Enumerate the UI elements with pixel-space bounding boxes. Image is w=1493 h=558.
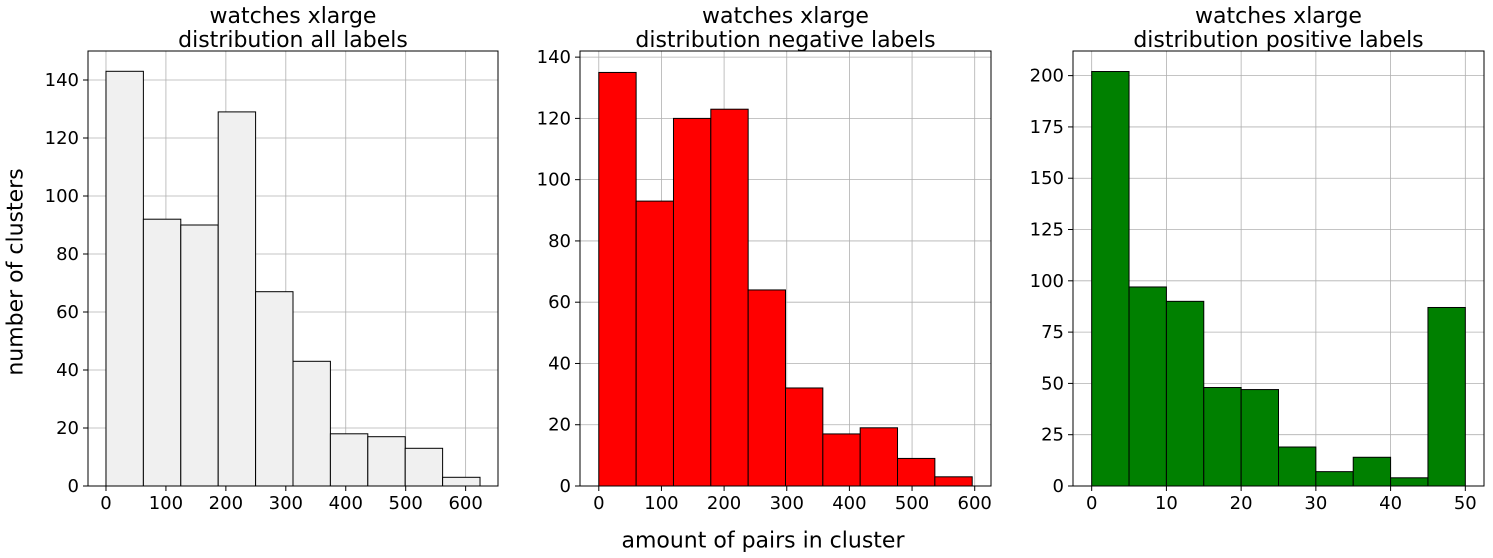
panel1-y-tick-label: 120 [45, 128, 79, 149]
panel2-bar [598, 71, 637, 487]
panel3-bar [1352, 456, 1392, 487]
panel3-y-tick-label: 75 [1041, 322, 1064, 343]
shared-y-axis-label: number of clusters [3, 168, 29, 376]
panel3-bar [1165, 300, 1205, 487]
panel3-y-tick-label: 200 [1030, 66, 1064, 87]
panel2-title-line: watches xlarge [702, 4, 869, 29]
panel3-bar [1203, 387, 1242, 487]
panel2-bar [710, 108, 749, 487]
panel2-bar [635, 200, 674, 487]
panel2-title-line: distribution negative labels [635, 28, 935, 53]
panel1-y-tick-label: 40 [56, 360, 79, 381]
panel1-bar [217, 111, 257, 487]
panel1-y-tick-label: 0 [68, 476, 79, 497]
panel1-y-tick-label: 60 [56, 302, 79, 323]
panel2-x-tick-label: 400 [832, 493, 866, 514]
panel3-y-tick-label: 150 [1030, 168, 1064, 189]
panel1-x-tick-label: 200 [209, 493, 243, 514]
panel1-bar [255, 291, 294, 487]
panel1-x-tick-label: 500 [389, 493, 423, 514]
panel1-bar [180, 224, 219, 487]
panel1-bar [329, 433, 369, 487]
shared-x-axis-label: amount of pairs in cluster [621, 528, 905, 554]
panel3-y-tick-label: 25 [1041, 425, 1064, 446]
panel3-title-line: distribution positive labels [1133, 28, 1423, 53]
panel1-x-tick-label: 600 [448, 493, 482, 514]
panel3-x-tick-label: 30 [1304, 493, 1327, 514]
panel3-y-tick-label: 0 [1053, 476, 1064, 497]
panel3-axes-frame [1072, 50, 1485, 487]
panel2-bar [747, 289, 786, 487]
panel1-title-line: distribution all labels [178, 28, 408, 53]
panel1-bar [105, 70, 144, 487]
panel3-bar [1390, 477, 1429, 487]
panel3-y-tick-label: 50 [1041, 373, 1064, 394]
panel3-bar [1240, 389, 1279, 487]
panel1-x-tick-label: 100 [149, 493, 183, 514]
panel2-bar [672, 117, 712, 487]
panel1-x-tick-label: 0 [100, 493, 111, 514]
panel1-bar [367, 436, 406, 487]
panel3-bar [1091, 71, 1130, 487]
panel2-y-tick-label: 0 [560, 476, 571, 497]
panel1-bar [442, 476, 481, 487]
panel2-x-tick-label: 0 [593, 493, 604, 514]
panel2-bar [785, 387, 824, 487]
panel3-x-tick-label: 50 [1454, 493, 1477, 514]
panel1-bar [292, 360, 331, 487]
panel2-y-tick-label: 20 [548, 415, 571, 436]
panel3-title-line: watches xlarge [1195, 4, 1362, 29]
panel2-x-tick-label: 600 [958, 493, 992, 514]
panel2-x-tick-label: 100 [644, 493, 678, 514]
panel1-bar [404, 447, 444, 487]
panel2-y-tick-label: 60 [548, 292, 571, 313]
panel3-x-tick-label: 0 [1086, 493, 1097, 514]
panel2-y-tick-label: 120 [537, 108, 571, 129]
panel2-x-tick-label: 500 [895, 493, 929, 514]
panel2-bar [897, 457, 936, 487]
panel1-x-tick-label: 300 [269, 493, 303, 514]
panel2-y-tick-label: 40 [548, 353, 571, 374]
panel3-y-tick-label: 125 [1030, 220, 1064, 241]
panel1-bar [142, 218, 182, 487]
panel3-y-tick-label: 175 [1030, 117, 1064, 138]
panel2-y-tick-label: 100 [537, 170, 571, 191]
panel3-y-tick-label: 100 [1030, 271, 1064, 292]
panel2-x-tick-label: 200 [707, 493, 741, 514]
panel1-y-tick-label: 140 [45, 70, 79, 91]
panel2-bar [934, 476, 973, 487]
panel1-y-tick-label: 80 [56, 244, 79, 265]
panel2-axes-frame [579, 50, 992, 487]
panel1-axes-frame [87, 50, 499, 487]
panel2-x-tick-label: 300 [770, 493, 804, 514]
panel3-bar [1427, 306, 1466, 487]
panel2-bar [859, 427, 899, 487]
panel1-y-tick-label: 100 [45, 186, 79, 207]
panel3-x-tick-label: 20 [1230, 493, 1253, 514]
panel2-bar [822, 433, 861, 487]
panel1-y-tick-label: 20 [56, 418, 79, 439]
panel2-y-tick-label: 80 [548, 231, 571, 252]
panel3-bar [1278, 446, 1317, 487]
panel3-bar [1315, 471, 1354, 487]
panel3-bar [1128, 286, 1167, 487]
panel2-y-tick-label: 140 [537, 47, 571, 68]
panel3-x-tick-label: 40 [1379, 493, 1402, 514]
panel1-title-line: watches xlarge [210, 4, 377, 29]
panel1-x-tick-label: 400 [329, 493, 363, 514]
panel3-x-tick-label: 10 [1155, 493, 1178, 514]
